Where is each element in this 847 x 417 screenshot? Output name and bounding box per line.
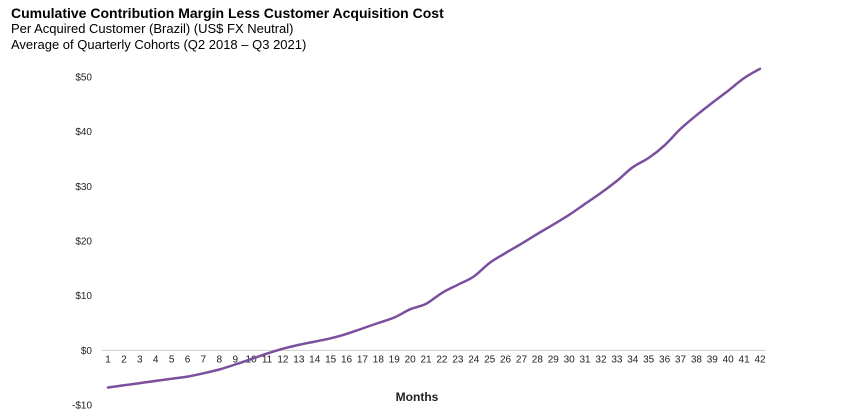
x-tick-label: 42 — [754, 354, 766, 365]
x-tick-label: 21 — [420, 354, 432, 365]
x-tick-label: 40 — [723, 354, 735, 365]
x-tick-label: 23 — [452, 354, 464, 365]
x-tick-label: 1 — [105, 354, 111, 365]
x-tick-label: 29 — [548, 354, 560, 365]
y-tick-label: $50 — [75, 73, 92, 84]
chart-titles: Cumulative Contribution Margin Less Cust… — [11, 5, 444, 53]
x-tick-label: 12 — [277, 354, 289, 365]
x-tick-label: 17 — [357, 354, 369, 365]
x-axis-label: Months — [396, 390, 439, 404]
x-tick-label: 31 — [580, 354, 592, 365]
x-tick-label: 2 — [121, 354, 127, 365]
x-tick-label: 25 — [484, 354, 496, 365]
x-tick-label: 14 — [309, 354, 321, 365]
x-tick-label: 15 — [325, 354, 337, 365]
x-axis-ticks: 1 2 3 4 5 6 7 8 9 10 11 12 13 14 15 16 17 18 19 20 21 22 23 24 2… — [105, 354, 766, 365]
x-tick-label: 9 — [232, 354, 238, 365]
chart-title: Cumulative Contribution Margin Less Cust… — [11, 5, 444, 21]
x-tick-label: 7 — [201, 354, 207, 365]
x-tick-label: 36 — [659, 354, 671, 365]
chart-subtitle-1: Per Acquired Customer (Brazil) (US$ FX N… — [11, 21, 294, 36]
x-tick-label: 32 — [595, 354, 607, 365]
x-tick-label: 22 — [436, 354, 448, 365]
x-tick-label: 5 — [169, 354, 175, 365]
x-tick-label: 28 — [532, 354, 544, 365]
x-tick-label: 20 — [405, 354, 417, 365]
y-tick-label: $20 — [75, 237, 92, 248]
y-tick-label: $10 — [75, 291, 92, 302]
x-tick-label: 18 — [373, 354, 385, 365]
y-tick-label: $40 — [75, 127, 92, 138]
x-tick-label: 6 — [185, 354, 191, 365]
x-tick-label: 8 — [217, 354, 223, 365]
x-tick-label: 19 — [389, 354, 401, 365]
series-line — [106, 67, 762, 389]
x-tick-label: 3 — [137, 354, 143, 365]
x-tick-label: 30 — [564, 354, 576, 365]
x-tick-label: 4 — [153, 354, 159, 365]
chart-subtitle-2: Average of Quarterly Cohorts (Q2 2018 – … — [11, 37, 307, 52]
x-tick-label: 39 — [707, 354, 719, 365]
y-tick-label: -$10 — [72, 401, 92, 412]
x-tick-label: 16 — [341, 354, 353, 365]
x-tick-label: 27 — [516, 354, 528, 365]
x-tick-label: 35 — [643, 354, 655, 365]
x-tick-label: 33 — [611, 354, 623, 365]
y-tick-label: $30 — [75, 182, 92, 193]
x-tick-label: 41 — [739, 354, 751, 365]
x-tick-label: 26 — [500, 354, 512, 365]
y-axis-ticks: -$10 $0 $10 $20 $30 $40 $50 — [72, 73, 92, 412]
x-tick-label: 13 — [293, 354, 305, 365]
y-tick-label: $0 — [81, 346, 93, 357]
x-tick-label: 37 — [675, 354, 687, 365]
x-tick-label: 34 — [627, 354, 639, 365]
x-tick-label: 38 — [691, 354, 703, 365]
x-tick-label: 24 — [468, 354, 480, 365]
x-tick-label: 11 — [262, 354, 273, 365]
